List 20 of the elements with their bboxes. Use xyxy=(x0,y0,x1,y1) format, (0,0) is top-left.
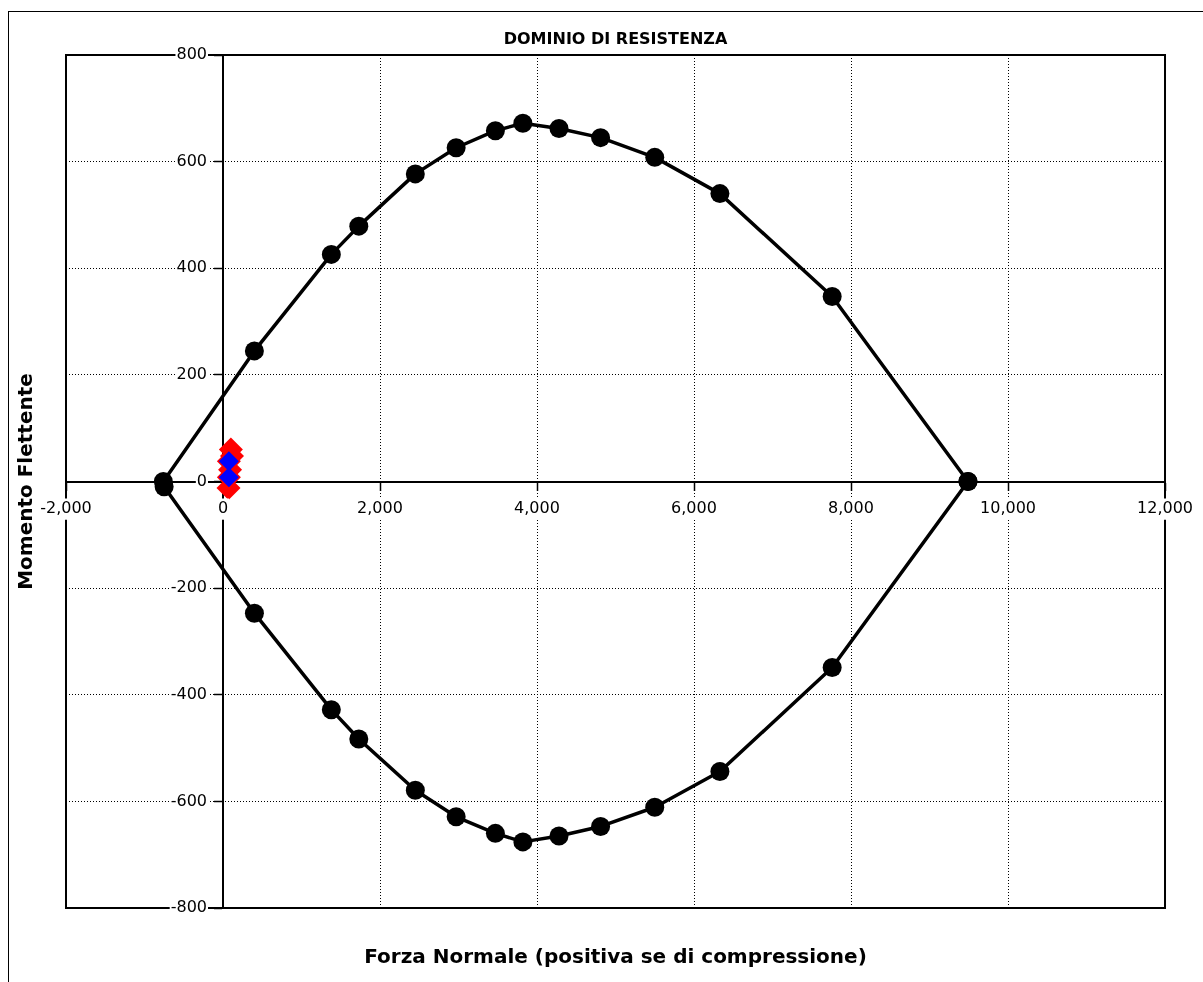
x-tick-label: 10,000 xyxy=(980,498,1036,518)
y-tick-label: -800 xyxy=(170,897,207,917)
x-tick-label: 4,000 xyxy=(514,498,560,518)
x-axis-title: Forza Normale (positiva se di compressione) xyxy=(364,944,867,969)
x-tick-label: -2,000 xyxy=(40,498,92,518)
y-axis-title: Momento Flettente xyxy=(13,373,38,590)
x-tick-label: 2,000 xyxy=(357,498,403,518)
x-tick-label: 12,000 xyxy=(1137,498,1193,518)
y-tick-label: 200 xyxy=(176,364,207,384)
y-tick-label: 800 xyxy=(176,44,207,64)
x-tick-label: 8,000 xyxy=(828,498,874,518)
y-tick-label: 0 xyxy=(196,470,207,490)
y-tick-label: -200 xyxy=(170,577,207,597)
y-tick-label: 400 xyxy=(176,257,207,277)
chart-title: DOMINIO DI RESISTENZA xyxy=(503,29,728,49)
y-tick-label: -600 xyxy=(170,790,207,810)
y-tick-label: -400 xyxy=(170,683,207,703)
x-tick-label: 6,000 xyxy=(671,498,717,518)
x-tick-label: 0 xyxy=(217,498,229,518)
y-tick-label: 600 xyxy=(176,150,207,170)
